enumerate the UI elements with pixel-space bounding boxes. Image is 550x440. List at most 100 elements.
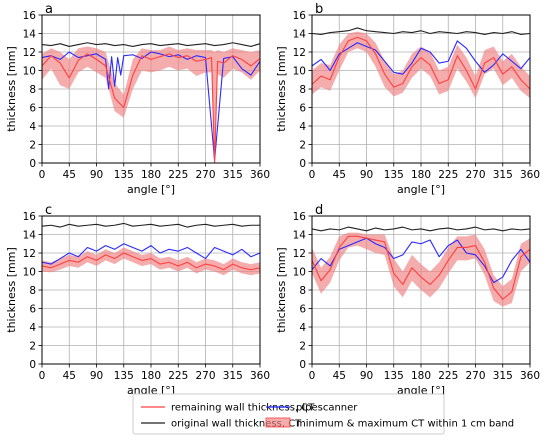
x-tick-label: 315 (223, 169, 243, 181)
y-tick-label: 12 (293, 248, 306, 260)
y-tick-label: 2 (299, 139, 306, 151)
x-axis-label: angle [°] (397, 183, 445, 196)
series-band-d (312, 232, 530, 307)
legend-box (132, 393, 445, 435)
series-line-original-d (311, 226, 531, 232)
x-tick-label: 315 (493, 169, 513, 181)
y-tick-label: 2 (299, 340, 306, 352)
y-tick-label: 12 (23, 47, 36, 59)
y-tick-label: 6 (29, 303, 36, 315)
series-line-pipescanner-c (41, 243, 261, 265)
x-tick-label: 360 (520, 169, 540, 181)
y-tick-label: 6 (299, 303, 306, 315)
panel-letter: a (45, 2, 53, 17)
y-tick-label: 2 (29, 340, 36, 352)
series-line-remaining-d (311, 235, 531, 300)
y-tick-label: 12 (293, 47, 306, 59)
x-tick-label: 135 (384, 370, 404, 382)
y-tick-label: 14 (293, 28, 307, 40)
y-tick-label: 4 (29, 121, 36, 133)
series-line-original-a (41, 42, 261, 47)
legend-label-original: original wall thickness, CT (171, 419, 302, 430)
y-tick-label: 0 (29, 158, 36, 170)
y-tick-label: 16 (293, 211, 307, 223)
x-tick-label: 180 (141, 169, 161, 181)
legend-label-pipescanner: pipescanner (296, 403, 358, 414)
x-tick-label: 45 (63, 370, 76, 382)
x-tick-label: 270 (465, 169, 485, 181)
y-tick-label: 4 (299, 121, 306, 133)
x-tick-label: 225 (168, 169, 188, 181)
y-tick-label: 10 (23, 65, 36, 77)
y-tick-label: 6 (29, 102, 36, 114)
y-tick-label: 6 (299, 102, 306, 114)
x-tick-label: 135 (114, 370, 134, 382)
x-tick-label: 135 (384, 169, 404, 181)
panel-b: 0 45 90 135 180 225 270 315 360 0 2 4 6 8 10 12 14 16 angl… (275, 2, 540, 196)
y-axis-label: thickness [mm] (5, 247, 18, 332)
series-line-remaining-b (311, 36, 531, 90)
series-line-remaining-a (41, 53, 261, 164)
y-tick-label: 8 (29, 84, 36, 96)
x-tick-label: 135 (114, 169, 134, 181)
y-tick-label: 16 (23, 10, 37, 22)
x-tick-label: 315 (223, 370, 243, 382)
x-tick-label: 0 (309, 169, 316, 181)
y-tick-label: 4 (29, 322, 36, 334)
x-tick-label: 0 (39, 370, 46, 382)
x-tick-label: 270 (195, 169, 215, 181)
x-tick-label: 180 (411, 169, 431, 181)
x-tick-label: 360 (520, 370, 540, 382)
legend-label-band: minimum & maximum CT within 1 cm band (296, 419, 514, 430)
series-line-pipescanner-b (311, 40, 531, 75)
x-tick-label: 45 (63, 169, 76, 181)
x-axis-label: angle [°] (127, 183, 175, 196)
panel-c: 0 45 90 135 180 225 270 315 3600246810121416angl… (5, 203, 270, 397)
x-tick-label: 45 (333, 169, 346, 181)
y-tick-label: 0 (29, 359, 36, 371)
series-band-c (42, 247, 260, 276)
y-tick-label: 16 (23, 211, 37, 223)
x-tick-label: 0 (309, 370, 316, 382)
y-tick-label: 8 (299, 84, 306, 96)
legend: remaining wall thickness, CT original wal… (132, 393, 514, 435)
panel-a: 0 45 90 135 180 225 270 315 360 0 2 4 6 8 10 12 14 16 angl… (5, 2, 270, 196)
x-tick-label: 360 (250, 370, 270, 382)
series-band-b (312, 31, 530, 99)
x-tick-label: 90 (360, 169, 373, 181)
y-tick-label: 4 (299, 322, 306, 334)
x-tick-label: 315 (493, 370, 513, 382)
panel-letter: b (315, 2, 323, 17)
y-tick-label: 16 (293, 10, 307, 22)
panel-d: 0 45 90 135 180 225 270 315 3600246810121416angl… (275, 203, 540, 397)
y-tick-label: 14 (23, 28, 37, 40)
y-tick-label: 10 (23, 266, 36, 278)
y-tick-label: 10 (293, 266, 306, 278)
x-tick-label: 225 (438, 169, 458, 181)
x-tick-label: 360 (250, 169, 270, 181)
y-tick-label: 0 (299, 158, 306, 170)
x-tick-label: 0 (39, 169, 46, 181)
y-tick-label: 2 (29, 139, 36, 151)
y-tick-label: 0 (299, 359, 306, 371)
y-tick-label: 8 (299, 285, 306, 297)
panel-letter: c (45, 203, 52, 218)
series-line-original-c (41, 222, 260, 228)
x-tick-label: 225 (438, 370, 458, 382)
legend-swatch-band (265, 417, 291, 428)
y-axis-label: thickness [mm] (275, 46, 288, 131)
y-tick-label: 10 (293, 65, 306, 77)
x-tick-label: 270 (195, 370, 215, 382)
panel-letter: d (315, 203, 323, 218)
y-tick-label: 8 (29, 285, 36, 297)
x-tick-label: 45 (333, 370, 346, 382)
x-tick-label: 225 (168, 370, 188, 382)
series-line-original-b (311, 27, 531, 35)
y-tick-label: 14 (23, 229, 37, 241)
x-tick-label: 180 (411, 370, 431, 382)
x-tick-label: 90 (90, 370, 103, 382)
y-tick-label: 12 (23, 248, 36, 260)
y-tick-label: 14 (293, 229, 307, 241)
x-tick-label: 270 (465, 370, 485, 382)
